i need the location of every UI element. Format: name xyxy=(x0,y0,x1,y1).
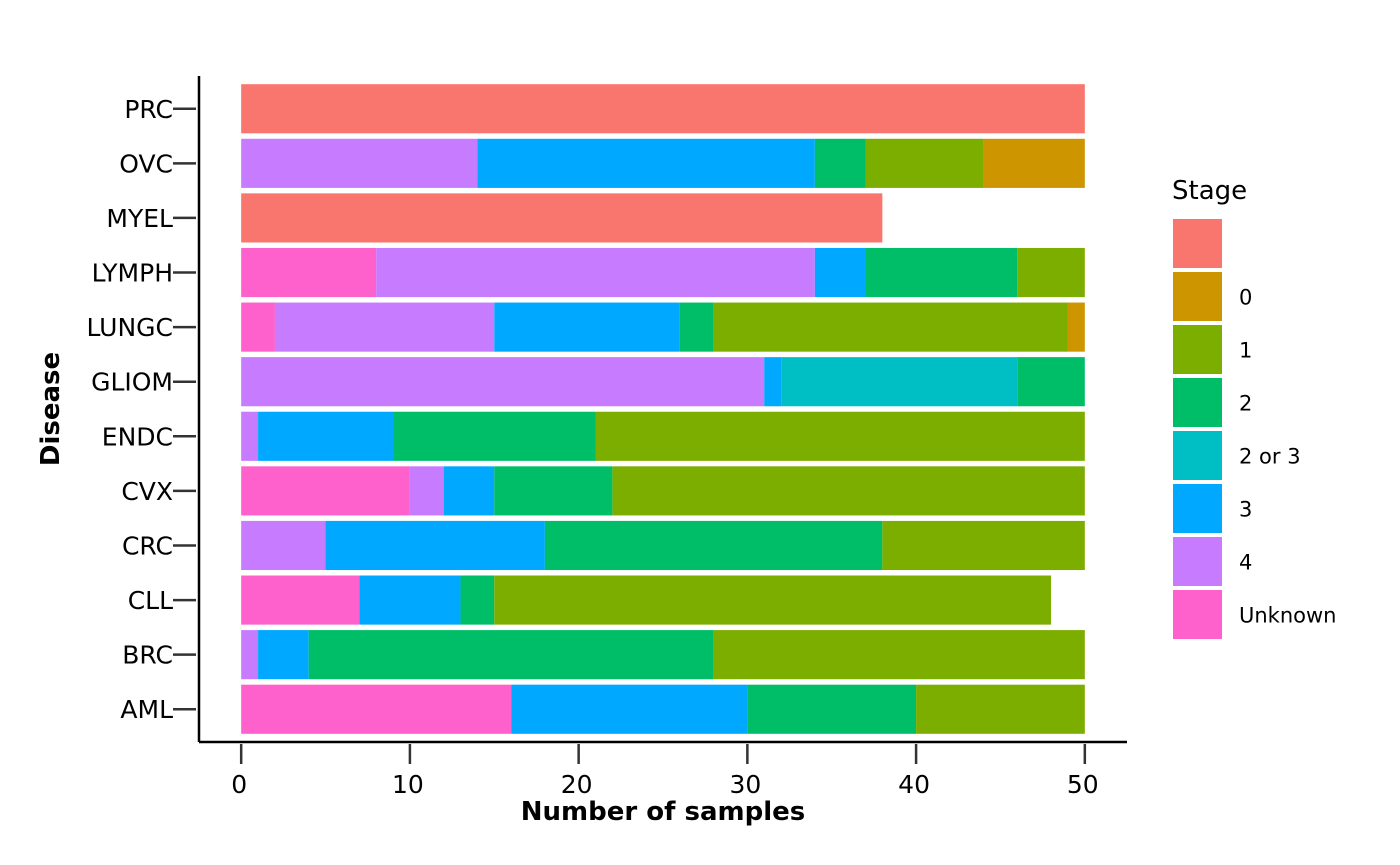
y-tick-label: MYEL xyxy=(106,204,173,233)
y-axis-title: Disease xyxy=(36,352,66,466)
legend-label: 2 or 3 xyxy=(1239,445,1301,469)
y-tick-label: CLL xyxy=(128,586,173,615)
bar-segment xyxy=(747,684,917,734)
bar-segment xyxy=(595,411,1085,461)
bars-layer xyxy=(241,84,1085,734)
legend-key xyxy=(1173,325,1222,374)
y-tick-label: LUNGC xyxy=(86,313,173,342)
bar-segment xyxy=(713,302,1068,352)
x-tick-label: 40 xyxy=(898,770,930,799)
legend-key xyxy=(1173,590,1222,639)
bar-segment xyxy=(241,630,259,680)
legend-key xyxy=(1173,537,1222,586)
legend-key xyxy=(1173,431,1222,480)
x-tick-label: 0 xyxy=(231,770,247,799)
bar-segment xyxy=(916,684,1085,734)
bar-segment xyxy=(814,247,866,298)
bar-segment xyxy=(494,302,680,352)
bar-segment xyxy=(308,630,714,680)
x-tick-label: 10 xyxy=(392,770,424,799)
bar-segment xyxy=(393,411,596,461)
x-tick-label: 20 xyxy=(561,770,593,799)
bar-segment xyxy=(274,302,495,352)
bar-segment xyxy=(544,520,883,571)
bar-segment xyxy=(781,357,1018,407)
bar-segment xyxy=(241,357,765,407)
legend-title: Stage xyxy=(1172,176,1247,206)
x-tick-label: 30 xyxy=(729,770,761,799)
bar-segment xyxy=(1067,302,1085,352)
bar-segment xyxy=(1017,357,1085,407)
bar-segment xyxy=(460,575,495,625)
bar-segment xyxy=(258,630,309,680)
bar-segment xyxy=(1017,247,1085,298)
legend-key xyxy=(1173,378,1222,427)
bar-segment xyxy=(983,138,1085,188)
bar-segment xyxy=(376,247,815,298)
bar-segment xyxy=(814,138,866,188)
x-tick-label: 50 xyxy=(1067,770,1099,799)
legend-label: 3 xyxy=(1239,498,1252,522)
bar-segment xyxy=(443,466,495,516)
y-tick-label: PRC xyxy=(124,95,173,124)
bar-segment xyxy=(511,684,748,734)
bar-segment xyxy=(241,411,259,461)
x-axis-title: Number of samples xyxy=(521,797,805,827)
y-tick-label: CRC xyxy=(122,531,173,560)
bar-segment xyxy=(241,684,512,734)
y-tick-layer: AML BRC CLL CRC CVX ENDC GLIOM LUNGC LYMPH MYEL OV… xyxy=(86,95,196,724)
bar-segment xyxy=(477,138,815,188)
y-tick-label: LYMPH xyxy=(92,259,173,288)
bar-segment xyxy=(865,138,984,188)
bar-segment xyxy=(359,575,461,625)
legend-label: 1 xyxy=(1239,339,1252,363)
bar-segment xyxy=(241,466,410,516)
bar-segment xyxy=(409,466,444,516)
bar-segment xyxy=(494,575,1052,625)
bar-segment xyxy=(325,520,545,571)
bar-segment xyxy=(764,357,782,407)
axes-layer xyxy=(197,76,1127,744)
bar-segment xyxy=(241,520,326,571)
bar-segment xyxy=(241,302,275,352)
bar-segment xyxy=(241,247,377,298)
bar-segment xyxy=(258,411,394,461)
bar-segment xyxy=(241,84,1085,134)
y-tick-label: ENDC xyxy=(102,422,173,451)
bar-segment xyxy=(494,466,613,516)
bar-segment xyxy=(612,466,1085,516)
legend-label: 4 xyxy=(1239,551,1252,575)
bar-segment xyxy=(882,520,1085,571)
bar-segment xyxy=(241,575,360,625)
x-tick-layer: 0 10 20 30 40 50 xyxy=(231,744,1099,799)
bar-segment xyxy=(865,247,1018,298)
legend-key xyxy=(1173,272,1222,321)
bar-segment xyxy=(241,193,883,243)
bar-segment xyxy=(241,138,478,188)
legend: Stage 0 1 2 2 or 3 3 4 Unknown xyxy=(1172,176,1336,639)
bar-segment xyxy=(713,630,1085,680)
y-tick-label: CVX xyxy=(121,477,173,506)
legend-label: Unknown xyxy=(1239,604,1336,628)
legend-label: 2 xyxy=(1239,392,1252,416)
legend-key xyxy=(1173,484,1222,533)
y-tick-label: OVC xyxy=(119,149,173,178)
y-tick-label: GLIOM xyxy=(91,368,173,397)
bar-segment xyxy=(679,302,714,352)
legend-label: 0 xyxy=(1239,286,1252,310)
y-tick-label: AML xyxy=(120,695,173,724)
legend-key xyxy=(1173,219,1222,268)
y-tick-label: BRC xyxy=(122,641,173,670)
